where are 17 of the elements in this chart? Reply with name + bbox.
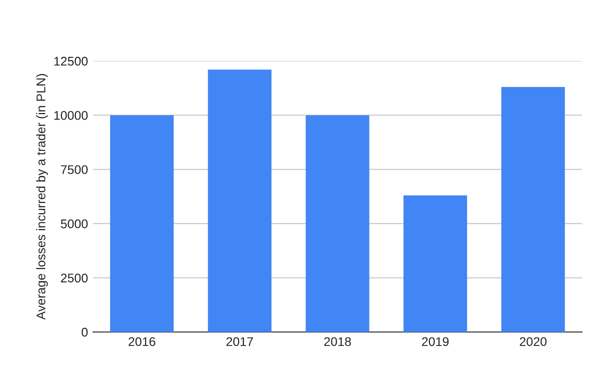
y-axis-title: Average losses incurred by a trader (in PLN) [36, 74, 48, 320]
bar [501, 87, 565, 332]
x-tick-label: 2020 [520, 337, 547, 346]
x-tick-label: 2018 [324, 337, 351, 346]
y-tick-label: 2500 [60, 274, 88, 282]
bar [404, 195, 468, 332]
bar [208, 70, 272, 332]
y-tick-label: 5000 [60, 219, 88, 228]
y-tick-label: 10000 [54, 111, 88, 120]
bar [306, 115, 370, 332]
y-tick-label: 7500 [60, 165, 88, 174]
y-tick-label: 12500 [54, 56, 88, 66]
y-tick-label: 0 [82, 328, 88, 337]
x-tick-label: 2019 [422, 337, 449, 346]
bar [110, 115, 174, 332]
x-tick-label: 2017 [226, 337, 253, 346]
x-tick-label: 2016 [128, 337, 156, 346]
